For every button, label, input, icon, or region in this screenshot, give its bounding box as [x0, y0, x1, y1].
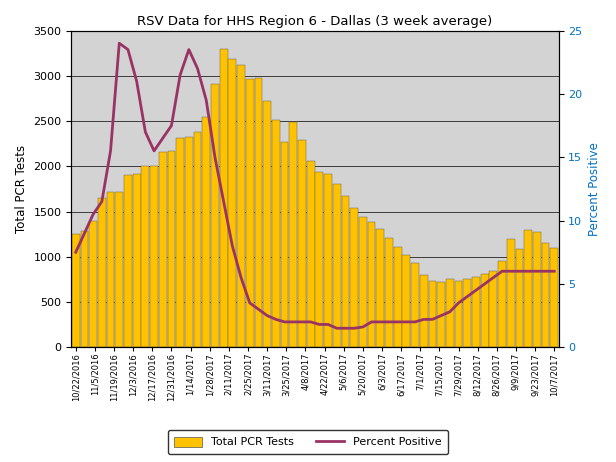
Y-axis label: Total PCR Tests: Total PCR Tests	[15, 145, 28, 233]
Bar	[446, 280, 454, 347]
Bar	[159, 152, 167, 347]
Y-axis label: Percent Positive: Percent Positive	[588, 142, 601, 236]
Bar	[81, 231, 88, 347]
Bar	[324, 175, 332, 347]
Bar	[541, 243, 549, 347]
Bar	[359, 217, 367, 347]
Bar	[168, 151, 176, 347]
Bar	[107, 192, 115, 347]
Bar	[176, 138, 184, 347]
Bar	[533, 232, 541, 347]
Bar	[333, 184, 341, 347]
Bar	[281, 142, 288, 347]
Bar	[115, 192, 123, 347]
Bar	[524, 230, 532, 347]
Bar	[385, 238, 393, 347]
Bar	[142, 166, 149, 347]
Bar	[237, 65, 245, 347]
Bar	[193, 132, 201, 347]
Bar	[498, 261, 506, 347]
Bar	[437, 282, 445, 347]
Bar	[246, 79, 254, 347]
Legend: Total PCR Tests, Percent Positive: Total PCR Tests, Percent Positive	[168, 430, 448, 454]
Title: RSV Data for HHS Region 6 - Dallas (3 week average): RSV Data for HHS Region 6 - Dallas (3 we…	[137, 15, 493, 28]
Bar	[463, 280, 471, 347]
Bar	[455, 281, 463, 347]
Bar	[150, 166, 158, 347]
Bar	[420, 275, 428, 347]
Bar	[507, 239, 514, 347]
Bar	[89, 220, 97, 347]
Bar	[98, 198, 106, 347]
Bar	[211, 84, 219, 347]
Bar	[202, 117, 210, 347]
Bar	[132, 174, 140, 347]
Bar	[263, 101, 271, 347]
Bar	[368, 222, 376, 347]
Bar	[490, 271, 497, 347]
Bar	[298, 140, 306, 347]
Bar	[124, 175, 132, 347]
Bar	[402, 255, 410, 347]
Bar	[516, 249, 524, 347]
Bar	[229, 59, 237, 347]
Bar	[411, 263, 419, 347]
Bar	[290, 122, 297, 347]
Bar	[550, 248, 558, 347]
Bar	[254, 78, 262, 347]
Bar	[72, 234, 79, 347]
Bar	[341, 196, 349, 347]
Bar	[307, 161, 315, 347]
Bar	[315, 172, 323, 347]
Bar	[272, 120, 280, 347]
Bar	[394, 247, 402, 347]
Bar	[480, 274, 488, 347]
Bar	[185, 137, 193, 347]
Bar	[472, 277, 480, 347]
Bar	[376, 229, 384, 347]
Bar	[429, 281, 436, 347]
Bar	[351, 208, 358, 347]
Bar	[220, 49, 227, 347]
